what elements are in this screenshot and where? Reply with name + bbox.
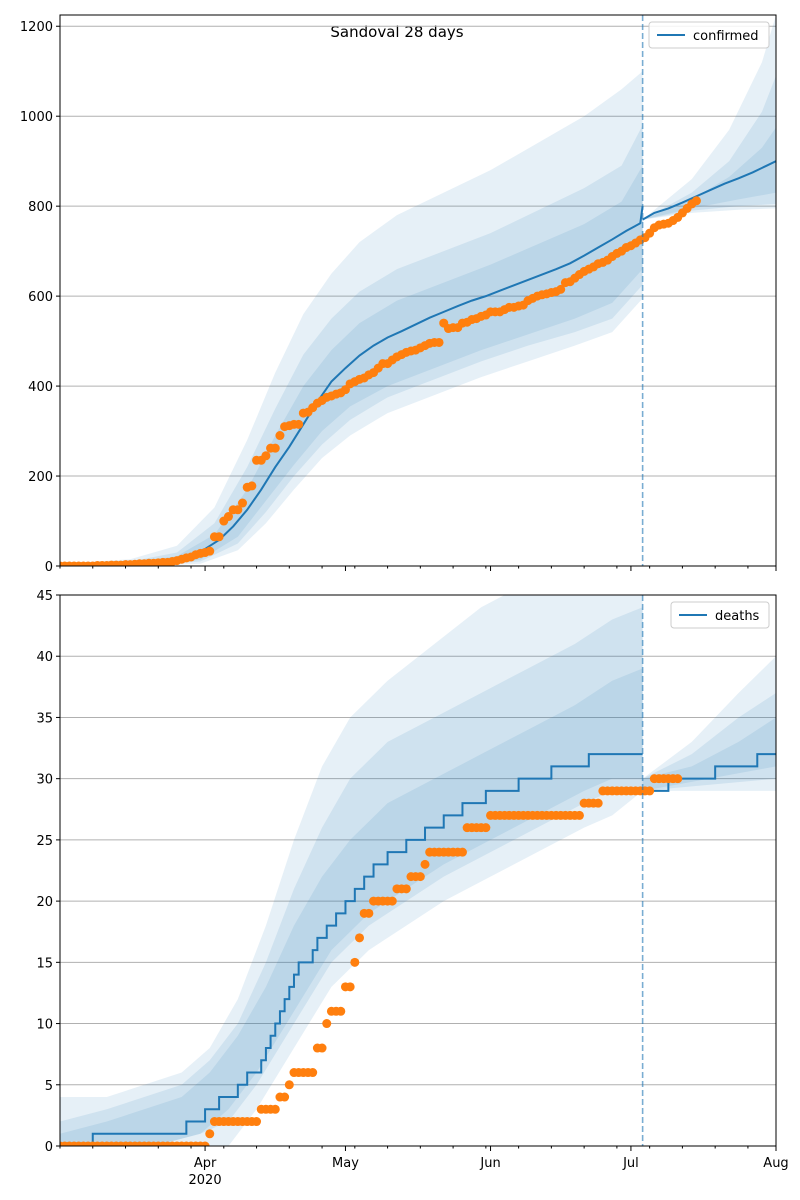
y-tick-label: 600 xyxy=(28,290,53,305)
legend-label: deaths xyxy=(715,609,760,624)
observed-point xyxy=(233,505,243,515)
axes-frame xyxy=(59,594,777,1147)
observed-point xyxy=(645,786,655,796)
y-tick-label: 25 xyxy=(36,834,53,849)
observed-point xyxy=(355,933,365,943)
observed-point xyxy=(556,284,566,294)
observed-point xyxy=(280,1092,290,1102)
observed-point xyxy=(481,823,491,833)
observed-point xyxy=(223,512,233,522)
x-tick-label: Aug xyxy=(763,1156,788,1171)
observed-point xyxy=(284,1080,294,1090)
observed-point xyxy=(673,774,683,784)
observed-point xyxy=(593,798,603,808)
y-tick-label: 200 xyxy=(28,470,53,485)
model-step-past xyxy=(60,753,643,1146)
observed-point xyxy=(270,443,280,453)
observed-point xyxy=(691,196,701,206)
deaths-panel: 0 5 10 15 20 25 30 35 40 45 Apr 2020 May Jun Jul Aug dea… xyxy=(36,589,788,1188)
y-tick-label: 1000 xyxy=(20,110,53,125)
y-tick-label: 45 xyxy=(36,589,53,604)
y-tick-label: 800 xyxy=(28,200,53,215)
observed-point xyxy=(275,431,285,441)
x-tick-label: Apr xyxy=(194,1156,217,1171)
y-tick-label: 40 xyxy=(36,650,53,665)
observed-point xyxy=(350,957,360,967)
observed-point xyxy=(387,896,397,906)
x-tick-sublabel: 2020 xyxy=(189,1173,222,1188)
observed-point xyxy=(345,982,355,992)
observed-point xyxy=(364,908,374,918)
model-step-forecast xyxy=(642,753,776,792)
y-tick-label: 1200 xyxy=(20,20,53,35)
y-tick-label: 400 xyxy=(28,380,53,395)
confidence-band-1 xyxy=(60,75,776,566)
y-tick-label: 15 xyxy=(36,956,53,971)
y-tick-label: 0 xyxy=(45,1140,53,1155)
legend-label: confirmed xyxy=(693,29,759,44)
y-tick-label: 20 xyxy=(36,895,53,910)
y-tick-label: 10 xyxy=(36,1018,53,1033)
y-tick-label: 35 xyxy=(36,711,53,726)
y-tick-label: 30 xyxy=(36,773,53,788)
observed-point xyxy=(261,451,271,461)
confidence-band-0 xyxy=(60,15,776,566)
observed-point xyxy=(294,419,304,429)
observed-point xyxy=(317,1043,327,1053)
legend-box xyxy=(648,21,770,49)
y-tick-label: 5 xyxy=(45,1079,53,1094)
observed-point xyxy=(322,1019,332,1029)
y-tick-label: 0 xyxy=(45,560,53,575)
observed-point xyxy=(205,1129,215,1139)
observed-point xyxy=(434,337,444,347)
observed-point xyxy=(200,1141,210,1146)
observed-point xyxy=(214,532,224,542)
model-line-forecast xyxy=(642,160,776,221)
confidence-band-0 xyxy=(60,595,776,1146)
observed-point xyxy=(205,546,215,556)
observed-point xyxy=(415,872,425,882)
observed-point xyxy=(336,1006,346,1016)
legend-box xyxy=(670,601,770,629)
observed-point xyxy=(420,859,430,869)
axes-frame xyxy=(59,14,777,567)
observed-point xyxy=(308,1068,318,1078)
x-tick-label: Jun xyxy=(479,1156,500,1171)
chart-title: Sandoval 28 days xyxy=(330,23,463,41)
observed-point xyxy=(401,884,411,894)
observed-point xyxy=(574,810,584,820)
plot-area xyxy=(60,595,776,1146)
observed-point xyxy=(238,498,248,508)
confirmed-panel: 0 200 400 600 800 1000 1200 confirmed xyxy=(20,14,777,575)
observed-point xyxy=(457,847,467,857)
plot-area xyxy=(60,15,776,566)
x-tick-label: Jul xyxy=(622,1156,639,1171)
observed-point xyxy=(270,1104,280,1114)
observed-point xyxy=(252,1117,262,1127)
x-tick-label: May xyxy=(332,1156,359,1171)
observed-point xyxy=(247,481,257,491)
